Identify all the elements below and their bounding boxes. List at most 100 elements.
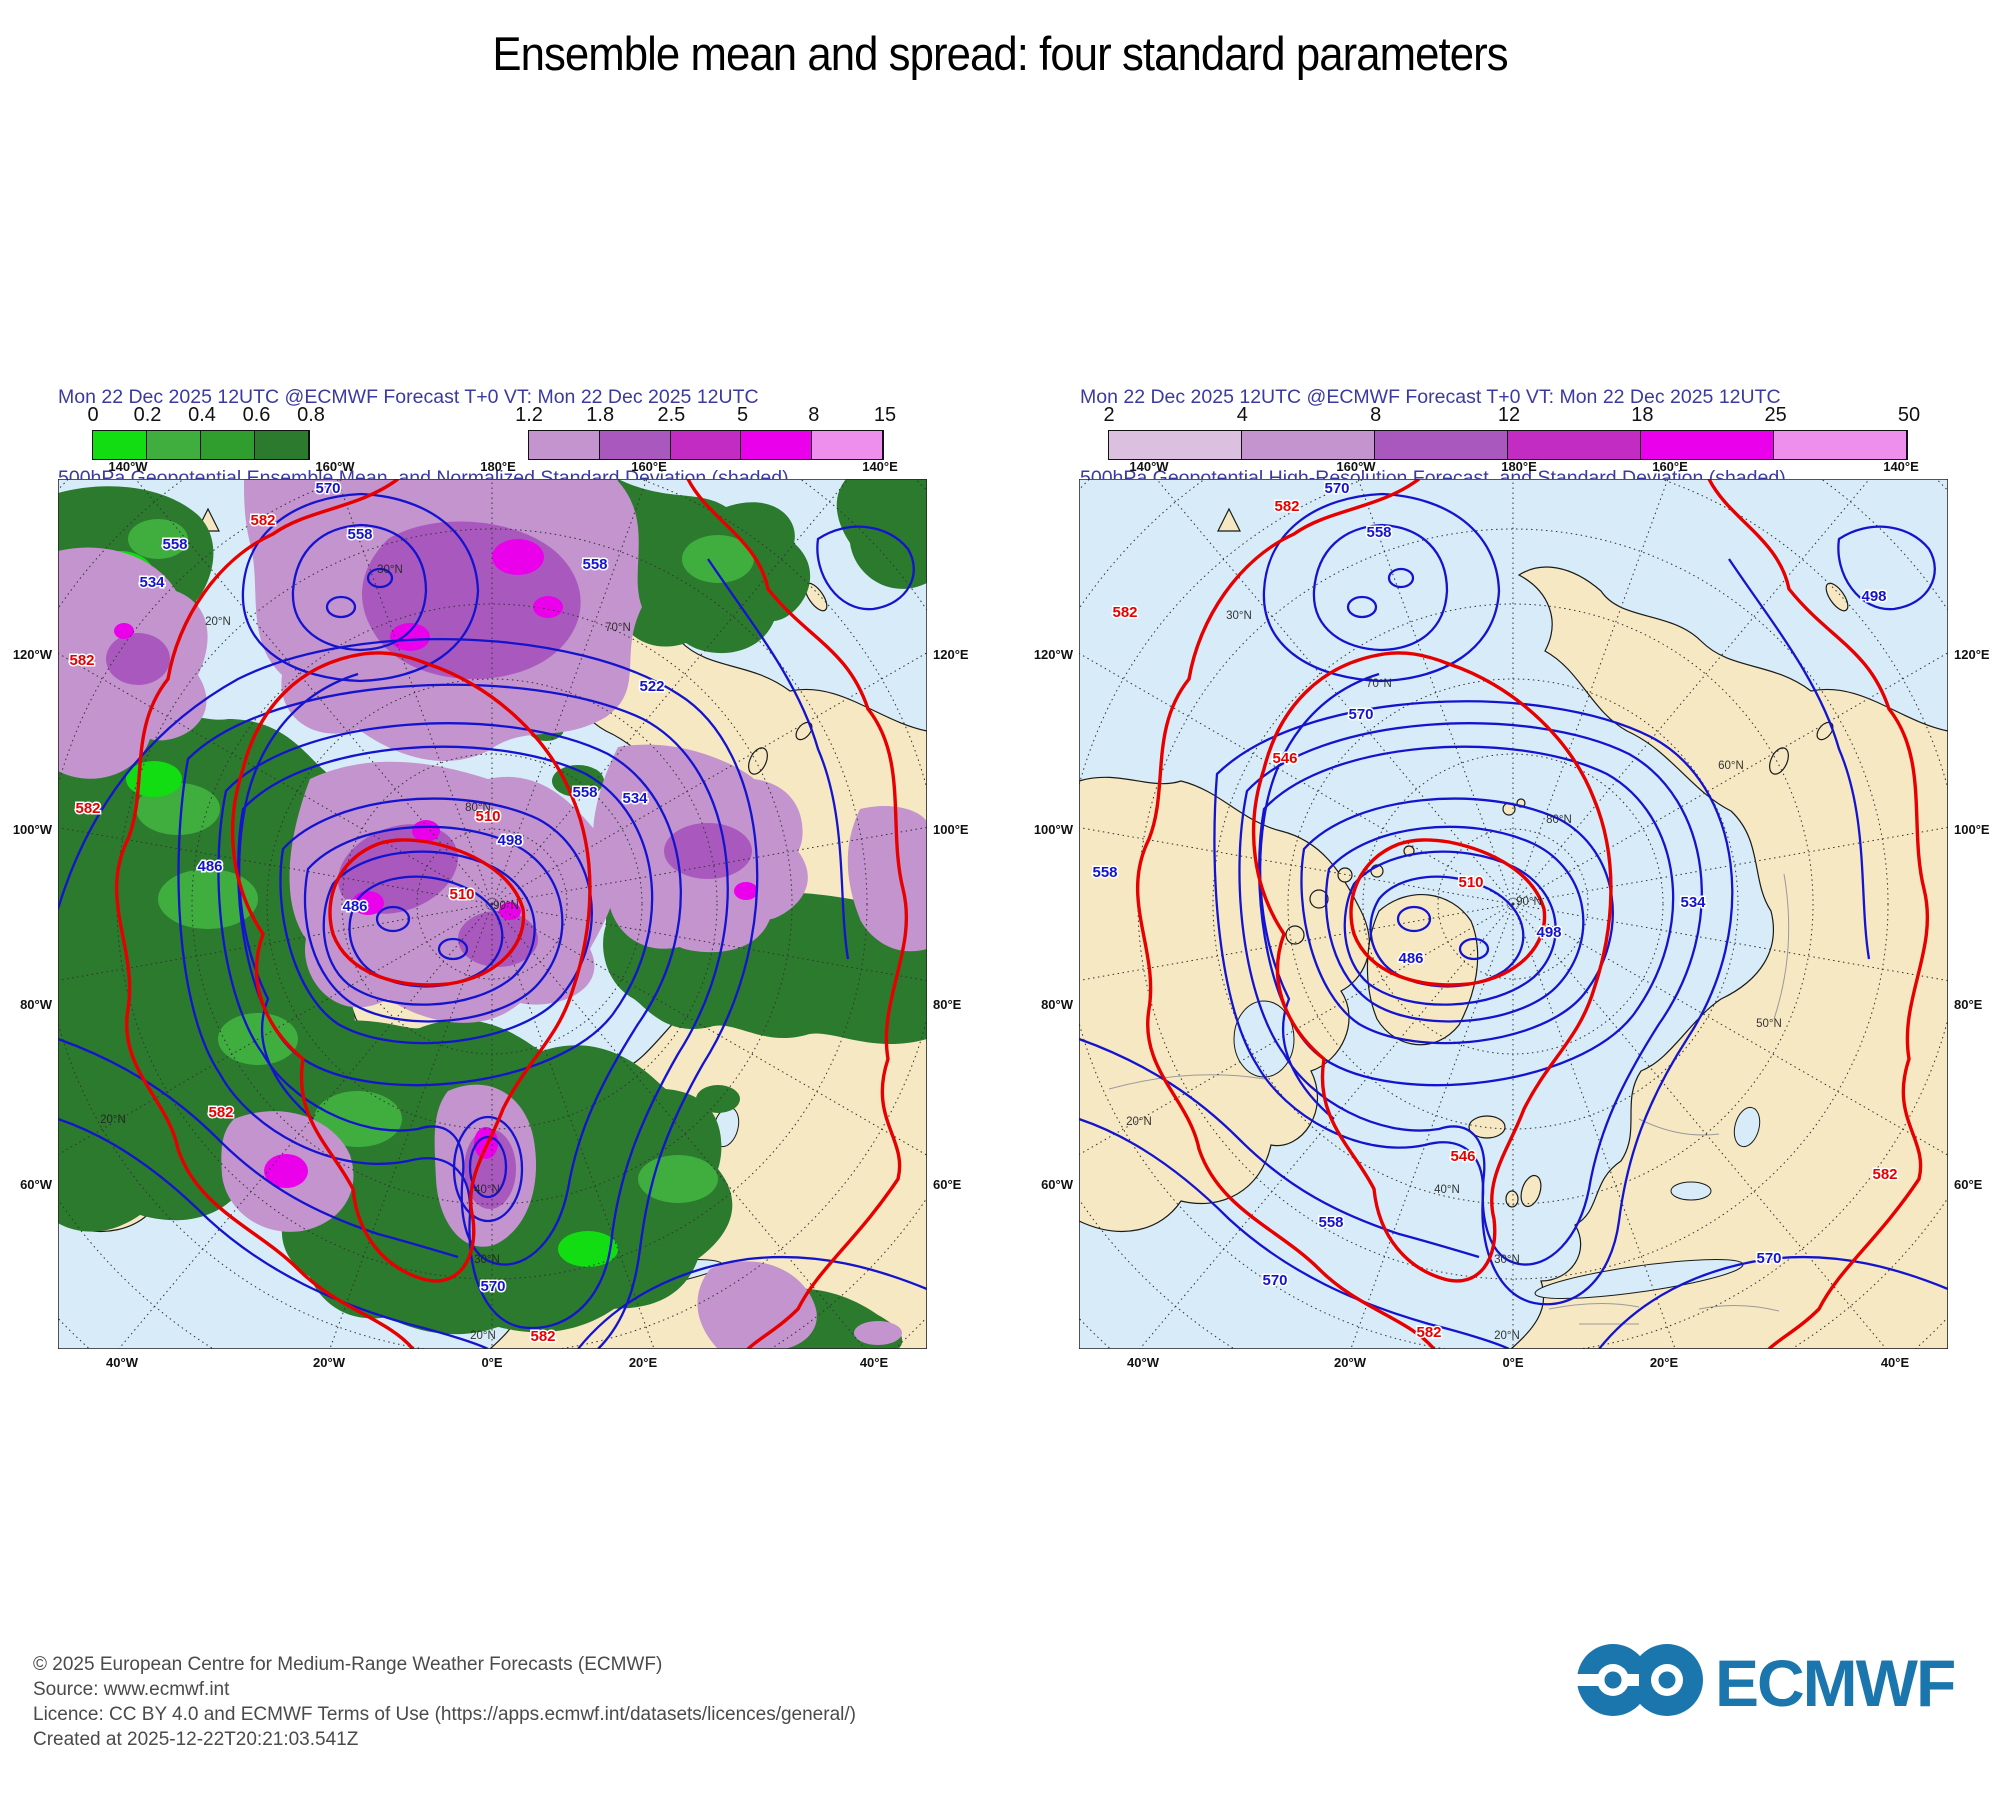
colorbar-cell (670, 431, 742, 459)
frame-coordinate-label: 40°W (1127, 1355, 1159, 1370)
page-title: Ensemble mean and spread: four standard … (492, 27, 1508, 80)
country-borders (1108, 873, 1790, 1325)
map-hres-forecast-svg: 570 558 582 582 546 570 510 486 498 534 558 570 558 5… (1079, 479, 1948, 1349)
purple-shading-layer (58, 479, 927, 1349)
contour-label: 570 (1756, 1250, 1781, 1267)
frame-coordinate-label: 100°W (1033, 822, 1073, 837)
contour-label: 558 (572, 784, 597, 801)
contour-label: 570 (315, 480, 340, 497)
colorbar-cell (1641, 431, 1774, 459)
contour-label: 510 (475, 808, 500, 825)
map-ensemble-mean-svg: 570 558 582 558 534 582 582 522 558 510 510 498 486 4… (58, 479, 927, 1349)
contour-label: 582 (1274, 498, 1299, 515)
colorbar-cell (255, 431, 309, 459)
latitude-label: 70°N (605, 622, 631, 634)
ecmwf-logo-icon (1575, 1644, 1703, 1716)
colorbar-normalized-stdev-low: 0 0.2 0.4 0.6 0.8 (87, 404, 325, 460)
latitude-label: 20°N (205, 616, 231, 628)
frame-coordinate-label: 120°E (1954, 647, 1990, 662)
frame-coordinate-label: 80°E (933, 997, 962, 1012)
contour-label: 558 (1092, 864, 1117, 881)
latitude-label: 20°N (100, 1114, 126, 1126)
contour-label: 510 (1458, 874, 1483, 891)
latitude-label: 20°N (1126, 1116, 1152, 1128)
colorbar-cell (1508, 431, 1641, 459)
geopotential-contours-blue (58, 492, 927, 1349)
frame-coordinate-label: 160°W (1336, 459, 1376, 474)
frame-coordinate-label: 120°E (933, 647, 969, 662)
left-panel-header-line1: Mon 22 Dec 2025 12UTC @ECMWF Forecast T+… (58, 386, 759, 408)
contour-label: 582 (1416, 1324, 1441, 1341)
map-ensemble-mean: 570 558 582 558 534 582 582 522 558 510 510 498 486 4… (13, 459, 969, 1370)
latitude-label: 60°N (1718, 760, 1744, 772)
contour-label: 558 (347, 526, 372, 543)
contour-label: 486 (197, 858, 222, 875)
colorbar-cell (812, 431, 883, 459)
latitude-label: 80°N (465, 802, 491, 814)
colorbar-tick: 4 (1236, 404, 1248, 426)
latitude-label: 20°N (1494, 1330, 1520, 1342)
colorbar-tick: 5 (737, 404, 749, 426)
footer: © 2025 European Centre for Medium-Range … (33, 1652, 856, 1752)
contour-label: 582 (250, 512, 275, 529)
colorbar-cell (147, 431, 201, 459)
contour-label: 570 (480, 1278, 505, 1295)
latitude-label: 40°N (474, 1184, 500, 1196)
contour-label: 570 (1324, 480, 1349, 497)
contour-label: 582 (69, 652, 94, 669)
contour-label: 534 (139, 574, 165, 591)
frame-coordinate-label: 60°E (933, 1177, 962, 1192)
frame-coordinate-label: 40°E (1880, 1355, 1910, 1370)
colorbar-tick: 2.5 (657, 404, 686, 426)
colorbar-tick: 18 (1631, 404, 1654, 426)
latitude-label: 30°N (1226, 610, 1252, 622)
frame-coordinate-label: 60°W (20, 1177, 52, 1192)
right-panel-header-line1: Mon 22 Dec 2025 12UTC @ECMWF Forecast T+… (1080, 386, 1781, 408)
contour-label: 510 (449, 886, 474, 903)
latitude-label: 90°N (1516, 896, 1542, 908)
colorbar-tick: 1.2 (515, 404, 543, 426)
frame-coordinate-label: 160°W (315, 459, 355, 474)
colorbar-tick: 0.2 (133, 404, 162, 426)
colorbar-tick: 0.6 (242, 404, 271, 426)
ecmwf-logo-svg: ECMWF (1575, 1644, 1956, 1720)
frame-coordinate-label: 20°W (313, 1355, 345, 1370)
colorbar-cell (1774, 431, 1907, 459)
latitude-label: 20°N (470, 1330, 496, 1342)
colorbar-cell (599, 431, 671, 459)
contour-label: 582 (75, 800, 100, 817)
frame-coordinate-label: 60°E (1954, 1177, 1983, 1192)
colorbar-cell (741, 431, 813, 459)
footer-licence: Licence: CC BY 4.0 and ECMWF Terms of Us… (33, 1704, 856, 1725)
colorbar-tick: 8 (1370, 404, 1382, 426)
contour-label: 582 (1112, 604, 1137, 621)
latitude-label: 80°N (1546, 814, 1572, 826)
colorbar-normalized-stdev-high: 1.2 1.8 2.5 5 8 15 (515, 404, 896, 460)
frame-coordinate-label: 40°E (859, 1355, 889, 1370)
contour-label: 498 (497, 832, 522, 849)
colorbar-tick: 25 (1764, 404, 1787, 426)
contour-label: 498 (1536, 924, 1561, 941)
frame-coordinate-label: 100°E (933, 822, 969, 837)
latitude-label: 30°N (377, 564, 403, 576)
frame-coordinate-label: 160°E (1652, 459, 1688, 474)
colorbar-stdev: 2 4 8 12 18 25 50 (1103, 404, 1920, 460)
frame-coordinate-label: 20°E (1649, 1355, 1679, 1370)
colorbar-tick: 0 (87, 404, 99, 426)
contour-label: 558 (162, 536, 187, 553)
graticule (1079, 479, 1948, 1349)
colorbar-tick: 12 (1497, 404, 1521, 426)
colorbar-tick: 0.8 (297, 404, 325, 426)
colorbar-cell (201, 431, 255, 459)
ecmwf-logo: ECMWF (1575, 1640, 1975, 1729)
contour-label: 558 (582, 556, 607, 573)
latitude-label: 70°N (1366, 678, 1392, 690)
colorbar-cell (529, 431, 600, 459)
frame-coordinate-label: 140°W (1129, 459, 1169, 474)
geopotential-contours-red (114, 479, 909, 1349)
colorbar-cell (1375, 431, 1508, 459)
frame-coordinate-label: 180°E (480, 459, 516, 474)
latitude-label: 30°N (1494, 1254, 1520, 1266)
contour-label: 570 (1262, 1272, 1287, 1289)
